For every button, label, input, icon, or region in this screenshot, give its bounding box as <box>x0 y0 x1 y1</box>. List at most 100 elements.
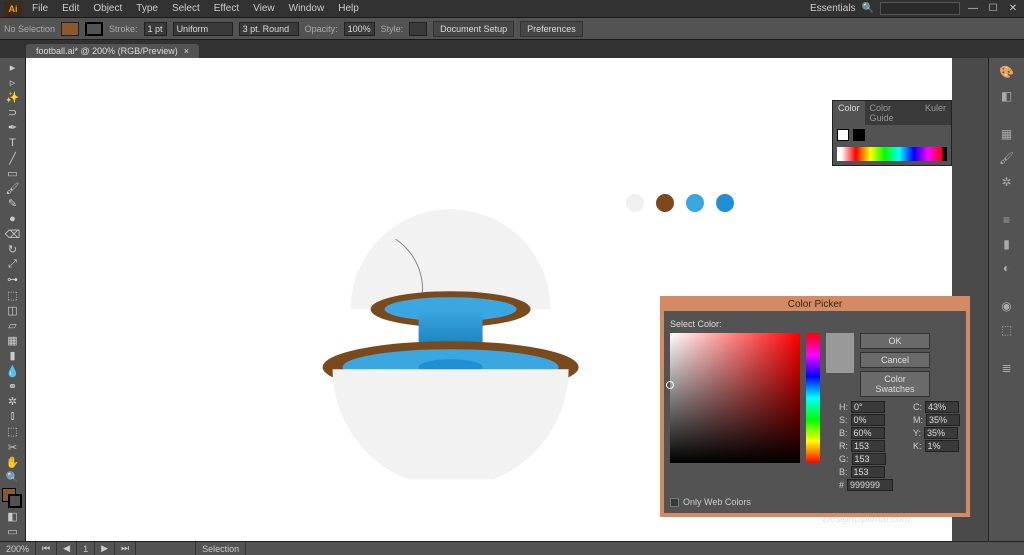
free-transform-tool[interactable]: ⬚ <box>3 288 23 302</box>
ok-button[interactable]: OK <box>860 333 930 349</box>
zoom-level[interactable]: 200% <box>0 542 36 555</box>
artboard-nav[interactable]: 1 <box>77 542 95 555</box>
menu-help[interactable]: Help <box>332 1 365 16</box>
stroke-color[interactable] <box>8 494 22 508</box>
layers-icon[interactable]: ≣ <box>996 358 1018 378</box>
mesh-tool[interactable]: ▦ <box>3 334 23 348</box>
pen-tool[interactable]: ✒ <box>3 121 23 135</box>
kuler-tab[interactable]: Kuler <box>920 101 951 125</box>
rectangle-tool[interactable]: ▭ <box>3 166 23 180</box>
magic-wand-tool[interactable]: ✨ <box>3 90 23 104</box>
color-field[interactable] <box>670 333 800 463</box>
menu-view[interactable]: View <box>247 1 281 16</box>
screen-mode-icon[interactable]: ▭ <box>3 525 23 539</box>
h-input[interactable] <box>851 401 885 413</box>
workspace-switcher[interactable]: Essentials <box>810 3 856 14</box>
close-tab-icon[interactable]: × <box>184 46 189 56</box>
r-input[interactable] <box>851 440 885 452</box>
artboard-tool[interactable]: ⬚ <box>3 425 23 439</box>
menu-select[interactable]: Select <box>166 1 206 16</box>
web-colors-checkbox[interactable]: Only Web Colors <box>670 497 960 507</box>
document-setup-button[interactable]: Document Setup <box>433 21 514 37</box>
spectrum-bar[interactable] <box>837 147 947 161</box>
color-mode-icon[interactable]: ◧ <box>3 510 23 524</box>
y-input[interactable] <box>924 427 958 439</box>
nav-prev-icon[interactable]: ◀ <box>57 542 77 555</box>
pencil-tool[interactable]: ✎ <box>3 197 23 211</box>
blend-tool[interactable]: ⚭ <box>3 379 23 393</box>
graphic-styles-icon[interactable]: ⬚ <box>996 320 1018 340</box>
swatches-icon[interactable]: ▦ <box>996 124 1018 144</box>
nav-first-icon[interactable]: ⏮ <box>36 542 57 555</box>
panel-stroke-swatch[interactable] <box>853 129 865 141</box>
panel-fill-swatch[interactable] <box>837 129 849 141</box>
slice-tool[interactable]: ✂ <box>3 440 23 454</box>
hue-slider[interactable] <box>806 333 820 463</box>
stroke-swatch[interactable] <box>85 22 103 36</box>
opacity-dropdown[interactable]: 100% <box>344 22 375 36</box>
symbols-icon[interactable]: ✲ <box>996 172 1018 192</box>
color-guide-tab[interactable]: Color Guide <box>865 101 920 125</box>
k-input[interactable] <box>925 440 959 452</box>
stroke-profile-dropdown[interactable]: Uniform <box>173 22 233 36</box>
hex-input[interactable] <box>847 479 893 491</box>
color-tab[interactable]: Color <box>833 101 865 125</box>
menu-file[interactable]: File <box>26 1 54 16</box>
zoom-tool[interactable]: 🔍 <box>3 470 23 484</box>
transparency-icon[interactable]: ◐ <box>996 258 1018 278</box>
r-label: R: <box>839 441 848 451</box>
stroke-panel-icon[interactable]: ≡ <box>996 210 1018 230</box>
brushes-icon[interactable]: 🖌 <box>996 148 1018 168</box>
nav-next-icon[interactable]: ▶ <box>95 542 115 555</box>
cancel-button[interactable]: Cancel <box>860 352 930 368</box>
lasso-tool[interactable]: ⊃ <box>3 106 23 120</box>
type-tool[interactable]: T <box>3 136 23 150</box>
nav-last-icon[interactable]: ⏭ <box>115 542 136 555</box>
menu-window[interactable]: Window <box>283 1 331 16</box>
minimize-button[interactable]: — <box>966 3 980 15</box>
graph-tool[interactable]: ⫾ <box>3 410 23 424</box>
search-input[interactable] <box>880 2 960 15</box>
scale-tool[interactable]: ⤢ <box>3 258 23 272</box>
menu-edit[interactable]: Edit <box>56 1 85 16</box>
maximize-button[interactable]: ☐ <box>986 3 1000 15</box>
m-input[interactable] <box>926 414 960 426</box>
symbol-sprayer-tool[interactable]: ✲ <box>3 394 23 408</box>
c-input[interactable] <box>925 401 959 413</box>
bb-input[interactable] <box>851 466 885 478</box>
eyedropper-tool[interactable]: 💧 <box>3 364 23 378</box>
menu-effect[interactable]: Effect <box>208 1 245 16</box>
stroke-weight-dropdown[interactable]: 1 pt <box>144 22 167 36</box>
gradient-tool[interactable]: ▮ <box>3 349 23 363</box>
bv-input[interactable] <box>851 427 885 439</box>
color-swatches-button[interactable]: Color Swatches <box>860 371 930 397</box>
paintbrush-tool[interactable]: 🖌 <box>3 182 23 196</box>
appearance-icon[interactable]: ◉ <box>996 296 1018 316</box>
preferences-button[interactable]: Preferences <box>520 21 583 37</box>
menu-type[interactable]: Type <box>130 1 164 16</box>
fill-swatch[interactable] <box>61 22 79 36</box>
eraser-tool[interactable]: ⌫ <box>3 227 23 241</box>
current-tool-label: Selection <box>196 542 246 555</box>
document-tab[interactable]: football.ai* @ 200% (RGB/Preview) × <box>26 44 199 58</box>
s-input[interactable] <box>851 414 885 426</box>
gradient-panel-icon[interactable]: ▮ <box>996 234 1018 254</box>
line-tool[interactable]: ╱ <box>3 151 23 165</box>
shape-builder-tool[interactable]: ◫ <box>3 303 23 317</box>
menu-object[interactable]: Object <box>87 1 128 16</box>
g-input[interactable] <box>852 453 886 465</box>
new-color <box>826 333 854 353</box>
hand-tool[interactable]: ✋ <box>3 455 23 469</box>
direct-selection-tool[interactable]: ▹ <box>3 75 23 89</box>
rotate-tool[interactable]: ↻ <box>3 242 23 256</box>
width-tool[interactable]: ⊶ <box>3 273 23 287</box>
selection-tool[interactable]: ▸ <box>3 60 23 74</box>
brush-dropdown[interactable]: 3 pt. Round <box>239 22 299 36</box>
color-guide-icon[interactable]: ◧ <box>996 86 1018 106</box>
fill-stroke-control[interactable] <box>2 488 24 509</box>
close-button[interactable]: ✕ <box>1006 3 1020 15</box>
blob-brush-tool[interactable]: ● <box>3 212 23 226</box>
color-panel-icon[interactable]: 🎨 <box>996 62 1018 82</box>
perspective-tool[interactable]: ▱ <box>3 318 23 332</box>
style-dropdown[interactable] <box>409 22 427 36</box>
